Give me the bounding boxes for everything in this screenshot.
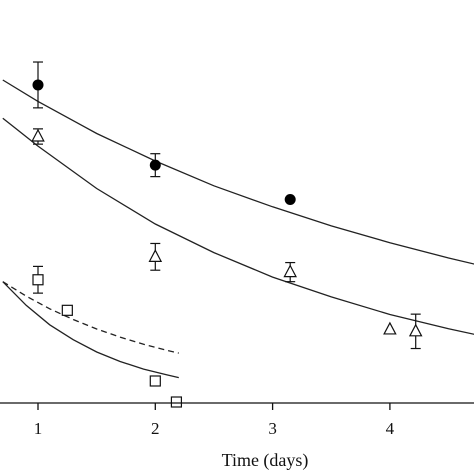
fit-curve (2, 79, 474, 265)
x-tick-label: 1 (34, 419, 43, 438)
data-point-circle (32, 79, 44, 91)
x-tick-label: 3 (268, 419, 277, 438)
data-point-triangle (283, 264, 297, 278)
data-point-triangle (408, 323, 423, 337)
data-point-triangle (31, 128, 45, 142)
fit-curve (2, 117, 474, 335)
x-tick-label: 4 (386, 419, 395, 438)
fit-curves (2, 79, 474, 379)
x-axis: 1 2 3 4 (0, 402, 474, 438)
x-axis-label: Time (days) (222, 450, 309, 471)
data-point-square (149, 375, 161, 387)
data-point-circle (149, 159, 161, 171)
fit-curve-dashed (2, 281, 179, 354)
x-tick-label: 2 (151, 419, 160, 438)
data-point-triangle (148, 249, 163, 262)
data-markers (31, 79, 423, 408)
data-point-circle (284, 194, 296, 206)
data-point-square (61, 304, 73, 316)
fit-curve (2, 281, 179, 379)
data-point-triangle (383, 321, 397, 335)
error-bars (33, 61, 421, 350)
data-point-square (170, 396, 183, 408)
data-point-square (32, 274, 44, 286)
